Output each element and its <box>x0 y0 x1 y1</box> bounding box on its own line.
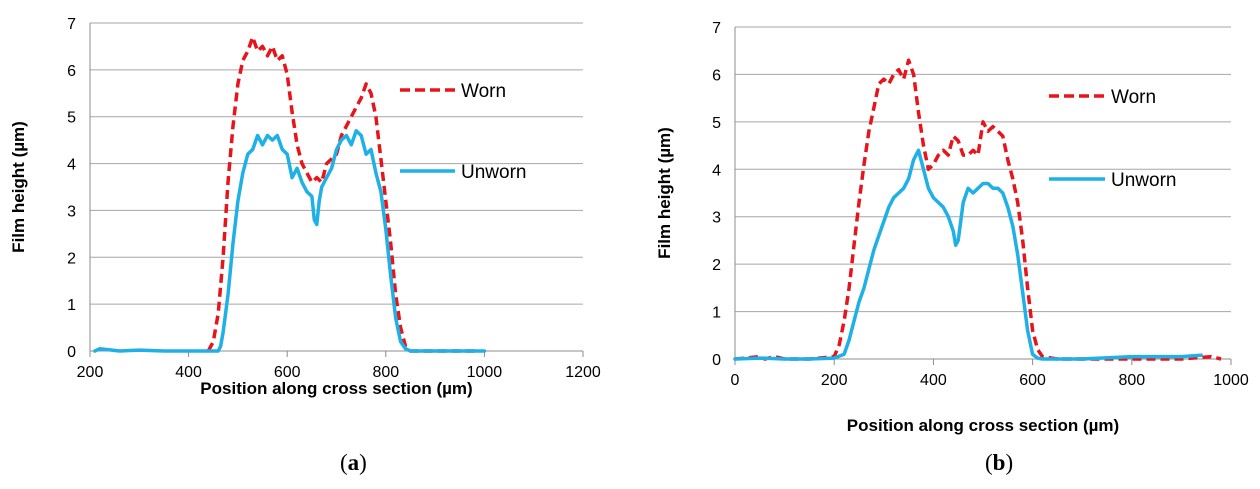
x-axis-title: Position along cross section (µm) <box>200 379 472 398</box>
panel-label-open: ( <box>985 450 993 475</box>
series-line-worn <box>734 58 1222 361</box>
y-tick-label: 0 <box>67 344 76 361</box>
legend-label-unworn: Unworn <box>461 162 526 183</box>
y-tick-label: 7 <box>712 20 721 37</box>
x-tick-label: 0 <box>731 372 740 389</box>
y-tick-label: 4 <box>712 162 721 179</box>
x-tick-label: 600 <box>274 364 301 381</box>
x-tick-label: 400 <box>175 364 202 381</box>
x-tick-label: 400 <box>920 372 947 389</box>
y-tick-label: 5 <box>712 115 721 132</box>
chart-panel-a: 0 1 2 3 4 5 6 7 200 400 600 800 1000 1200 Worn Unworn Po… <box>9 16 601 475</box>
y-axis-title: Film height (µm) <box>655 127 674 259</box>
y-tick-label: 7 <box>67 16 76 33</box>
y-tick-label: 5 <box>67 110 76 127</box>
y-tick-label: 6 <box>67 63 76 80</box>
series-line-worn <box>206 35 480 353</box>
x-tick-label: 1000 <box>1213 372 1249 389</box>
x-tick-label: 800 <box>1118 372 1145 389</box>
x-tick-label: 200 <box>821 372 848 389</box>
panel-label: (a) <box>340 450 367 475</box>
y-tick-label: 0 <box>712 352 721 369</box>
panel-label-close: ) <box>1005 450 1013 475</box>
y-tick-label: 2 <box>67 250 76 267</box>
series-line-unworn <box>93 129 487 353</box>
y-tick-label: 1 <box>67 297 76 314</box>
x-axis-title: Position along cross section (µm) <box>847 416 1119 435</box>
legend-label-worn: Worn <box>461 81 506 102</box>
panel-label-open: ( <box>340 450 348 475</box>
panel-label-letter: a <box>348 450 360 475</box>
x-tick-label: 600 <box>1019 372 1046 389</box>
x-tick-label: 1000 <box>467 364 503 381</box>
y-tick-label: 1 <box>712 305 721 322</box>
panel-label: (b) <box>985 450 1013 475</box>
series-line-unworn <box>733 148 1203 361</box>
y-tick-label: 3 <box>67 203 76 220</box>
y-tick-label: 6 <box>712 67 721 84</box>
panel-label-close: ) <box>359 450 367 475</box>
chart-panel-b: 0 1 2 3 4 5 6 7 0 200 400 600 800 1000 Worn Unworn Posit… <box>655 20 1249 475</box>
y-tick-label: 3 <box>712 210 721 227</box>
legend-label-worn: Worn <box>1111 87 1156 108</box>
y-tick-label: 4 <box>67 157 76 174</box>
y-tick-label: 2 <box>712 257 721 274</box>
x-tick-label: 1200 <box>565 364 601 381</box>
x-tick-label: 200 <box>77 364 104 381</box>
y-axis-title: Film height (µm) <box>9 121 28 253</box>
panel-label-letter: b <box>993 450 1006 475</box>
x-tick-label: 800 <box>372 364 399 381</box>
legend-label-unworn: Unworn <box>1111 170 1176 191</box>
